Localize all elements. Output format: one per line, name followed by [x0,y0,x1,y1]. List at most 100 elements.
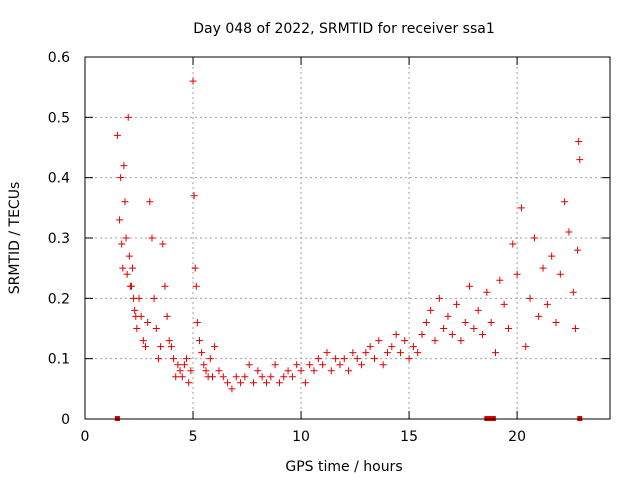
data-point [150,294,158,302]
data-point [123,270,131,278]
data-point [301,379,309,387]
y-tick-label: 0.1 [48,352,70,368]
data-point [440,325,448,332]
data-point [191,264,199,272]
data-point [159,240,167,248]
data-point [122,234,130,242]
data-point [187,367,195,375]
data-point [241,373,249,381]
data-point [144,318,152,326]
data-point [193,318,201,326]
data-point [535,312,543,320]
data-point [349,349,357,357]
data-point [139,337,147,345]
data-point [332,355,340,363]
data-point [206,355,214,363]
data-point [224,379,232,387]
data-point [427,306,435,314]
data-point [470,325,478,332]
y-tick-label: 0.5 [48,110,70,126]
data-point [176,367,184,375]
data-point [310,367,318,375]
data-point [211,343,219,351]
data-point [435,294,443,302]
y-tick-label: 0.2 [48,291,70,307]
data-point [215,367,223,375]
data-point [565,228,573,236]
data-point [124,113,132,121]
data-point [113,131,121,139]
data-point [183,355,191,363]
data-point [517,204,525,212]
data-point [479,331,487,339]
data-point [157,343,165,351]
data-point [120,162,128,170]
data-point [198,349,206,357]
data-point [137,312,145,320]
data-point [163,312,171,320]
data-point [202,367,210,375]
data-point [208,373,216,381]
data-point [414,349,422,357]
data-point [170,355,178,363]
data-point [172,373,180,381]
data-point [254,367,262,375]
data-point [392,331,400,339]
data-point [362,349,370,357]
data-point [375,337,383,345]
data-point [336,361,344,369]
x-tick-label: 15 [400,429,418,445]
data-point [293,361,301,369]
data-point [353,355,361,363]
data-point [561,198,569,206]
data-point [284,367,292,375]
y-tick-label: 0.3 [48,231,70,247]
data-point [116,216,124,224]
data-point [180,361,188,369]
chart-title: Day 048 of 2022, SRMTID for receiver ssa… [193,21,495,37]
data-point [574,246,582,254]
data-point [319,361,327,369]
data-point [552,318,560,326]
data-point [258,373,266,381]
data-point [148,234,156,242]
data-point [530,234,538,242]
data-point [185,379,193,387]
data-point [314,355,322,363]
data-point [141,343,149,351]
x-axis-label: GPS time / hours [285,459,402,475]
data-point [556,270,564,278]
data-point [267,373,275,381]
data-point [275,379,283,387]
data-point [121,198,129,206]
data-point [192,282,200,290]
data-point [509,240,517,248]
data-point [457,337,465,345]
data-point [409,343,417,351]
data-point [196,337,204,345]
data-point [152,325,160,332]
data-point [383,349,391,357]
data-point [496,276,504,284]
y-tick-label: 0.6 [48,50,70,66]
data-point [280,373,288,381]
data-point [358,361,366,369]
x-tick-label: 20 [508,429,526,445]
data-point [125,252,133,260]
data-point [548,252,556,260]
data-point [190,192,198,200]
data-point [474,306,482,314]
data-point [262,379,270,387]
y-tick-label: 0 [61,412,70,428]
data-point [189,77,197,85]
data-point [129,264,137,272]
data-point [219,373,227,381]
data-point [165,337,173,345]
data-point [379,361,387,369]
data-point [118,240,126,248]
y-tick-label: 0.4 [48,171,70,187]
data-point [127,282,135,290]
data-point [178,373,186,381]
